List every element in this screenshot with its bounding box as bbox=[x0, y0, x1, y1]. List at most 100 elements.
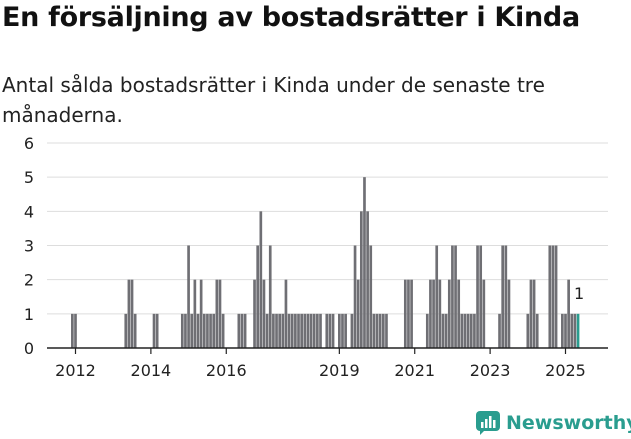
bar bbox=[74, 313, 77, 348]
bar bbox=[501, 245, 505, 348]
bar bbox=[504, 245, 508, 348]
bar bbox=[278, 313, 282, 348]
bar bbox=[564, 313, 567, 348]
bar bbox=[403, 279, 407, 348]
y-tick-label: 2 bbox=[24, 271, 34, 290]
bar bbox=[155, 313, 159, 348]
bar bbox=[294, 313, 297, 348]
highlight-bar bbox=[576, 313, 580, 348]
bar bbox=[372, 313, 376, 348]
bar bbox=[482, 279, 486, 348]
bar bbox=[312, 313, 316, 348]
bar bbox=[127, 279, 131, 348]
bar bbox=[435, 245, 439, 348]
bar bbox=[218, 279, 222, 348]
bar bbox=[570, 313, 574, 348]
bar bbox=[338, 313, 341, 348]
bar bbox=[325, 313, 329, 348]
y-tick-label: 1 bbox=[24, 305, 34, 324]
bar bbox=[344, 313, 347, 348]
bar bbox=[256, 245, 260, 348]
bar bbox=[297, 313, 300, 348]
bar bbox=[209, 313, 212, 348]
bar bbox=[212, 313, 216, 348]
bar bbox=[507, 279, 511, 348]
chart-subtitle: Antal sålda bostadsrätter i Kinda under … bbox=[2, 73, 545, 127]
bar bbox=[447, 279, 451, 348]
bar bbox=[498, 313, 501, 348]
bar bbox=[316, 313, 319, 348]
bar bbox=[363, 177, 366, 348]
bar bbox=[454, 245, 457, 348]
bar bbox=[262, 279, 266, 348]
x-tick-label: 2023 bbox=[470, 361, 511, 380]
bar bbox=[275, 313, 278, 348]
bar bbox=[573, 313, 577, 348]
bar bbox=[429, 279, 432, 348]
brand-logo: Newsworthy bbox=[476, 408, 631, 438]
bar bbox=[306, 313, 310, 348]
y-tick-label: 6 bbox=[24, 134, 34, 153]
bar bbox=[328, 313, 332, 348]
bar bbox=[567, 279, 570, 348]
bar bbox=[193, 279, 197, 348]
bar bbox=[381, 313, 385, 348]
bar bbox=[206, 313, 209, 348]
bar bbox=[319, 313, 322, 348]
bar bbox=[356, 279, 360, 348]
y-tick-label: 4 bbox=[24, 202, 34, 221]
bar bbox=[466, 313, 470, 348]
bar bbox=[202, 313, 206, 348]
x-tick-label: 2014 bbox=[131, 361, 172, 380]
bar bbox=[375, 313, 379, 348]
bar bbox=[259, 211, 263, 348]
highlight-bar-label: 1 bbox=[574, 284, 584, 303]
bar bbox=[463, 313, 467, 348]
x-tick-label: 2012 bbox=[55, 361, 96, 380]
bar bbox=[532, 279, 536, 348]
bar bbox=[272, 313, 275, 348]
bar bbox=[554, 245, 558, 348]
bar bbox=[237, 313, 241, 348]
bar bbox=[199, 279, 203, 348]
bar bbox=[284, 279, 288, 348]
bar bbox=[369, 245, 373, 348]
bar bbox=[133, 313, 137, 348]
bar bbox=[300, 313, 303, 348]
chart-title: En försäljning av bostadsrätter i Kinda bbox=[2, 2, 580, 33]
bar-chart: 0 1 2 3 4 5 6 1 2012 2014 2016 2019 2021 2023 2025 bbox=[24, 134, 608, 380]
bar bbox=[290, 313, 294, 348]
bar bbox=[432, 279, 435, 348]
bar bbox=[410, 279, 413, 348]
newsworthy-logo-icon bbox=[476, 411, 500, 435]
bar bbox=[548, 245, 552, 348]
bar bbox=[287, 313, 291, 348]
x-tick-label: 2025 bbox=[545, 361, 586, 380]
bar bbox=[253, 279, 256, 348]
x-tick-label: 2021 bbox=[394, 361, 435, 380]
y-tick-label: 3 bbox=[24, 237, 34, 256]
bar bbox=[526, 313, 530, 348]
bar bbox=[243, 313, 247, 348]
bar bbox=[385, 313, 388, 348]
bar bbox=[124, 313, 128, 348]
bar bbox=[309, 313, 313, 348]
bar bbox=[451, 245, 454, 348]
bar bbox=[425, 313, 429, 348]
bar bbox=[221, 313, 225, 348]
bar bbox=[265, 313, 269, 348]
x-tick-label: 2016 bbox=[206, 361, 247, 380]
y-tick-label: 0 bbox=[24, 339, 34, 358]
bar bbox=[438, 279, 442, 348]
bar bbox=[331, 313, 335, 348]
bar bbox=[473, 313, 476, 348]
bar bbox=[460, 313, 464, 348]
bar bbox=[535, 313, 539, 348]
bar bbox=[184, 313, 187, 348]
bar bbox=[353, 245, 357, 348]
bar bbox=[444, 313, 448, 348]
bar bbox=[378, 313, 382, 348]
bar bbox=[196, 313, 200, 348]
bar bbox=[341, 313, 344, 348]
bar bbox=[529, 279, 533, 348]
